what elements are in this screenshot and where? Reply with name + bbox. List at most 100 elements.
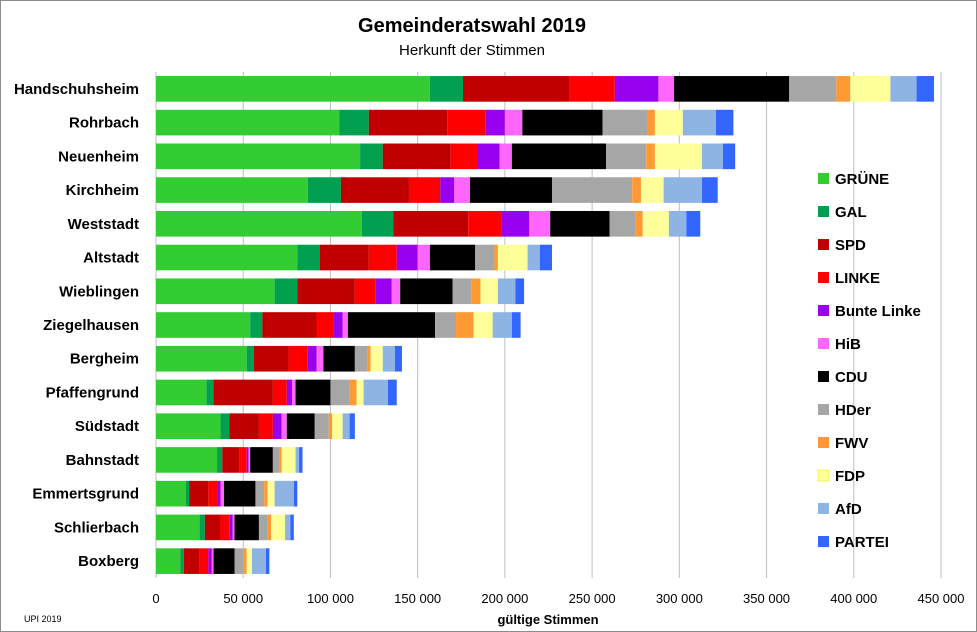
legend-swatch (818, 503, 829, 514)
legend-label: HiB (835, 336, 861, 353)
legend-label: CDU (835, 369, 868, 386)
bar-segment (363, 379, 389, 406)
bar-segment (349, 413, 355, 440)
bar-segment (485, 109, 505, 136)
bar-segment (307, 345, 317, 372)
bar-segment (382, 345, 395, 372)
bar-segment (189, 480, 209, 507)
bar-segment (640, 177, 664, 203)
legend-label: GAL (835, 204, 867, 221)
bar-segment (239, 447, 247, 473)
bar-segment (279, 447, 282, 473)
bar-segment (499, 143, 512, 170)
bar-segment (330, 379, 350, 406)
bar-segment (715, 109, 734, 136)
bar-segment (354, 345, 368, 372)
bar-segment (156, 278, 275, 305)
bar-segment (606, 143, 647, 170)
bar-segment (356, 379, 364, 406)
bar-segment (206, 379, 214, 406)
x-tick-label: 350 000 (743, 591, 790, 606)
bar-segment (222, 447, 240, 473)
bar-segment (609, 210, 636, 237)
bar-segment (281, 447, 296, 473)
bar-segment (156, 548, 181, 574)
bar-segment (468, 210, 502, 237)
bar-segment (539, 244, 552, 271)
bar-segment (450, 143, 477, 170)
bar-segment (702, 177, 718, 203)
bar-segment (890, 76, 917, 102)
category-label: Handschuhsheim (14, 81, 139, 98)
bar-segment (156, 413, 221, 440)
legend-label: HDer (835, 402, 871, 419)
bar-segment (156, 177, 308, 203)
bar-segment (290, 514, 294, 541)
bar-segment (463, 76, 570, 102)
bar-segment (250, 312, 263, 338)
legend-swatch (818, 536, 829, 547)
category-label: Bergheim (70, 351, 139, 368)
bar-segment (213, 548, 235, 574)
legend-swatch (818, 371, 829, 382)
bars (156, 76, 935, 574)
legend-label: FWV (835, 435, 868, 452)
bar-segment (246, 345, 254, 372)
bar-segment (647, 109, 655, 136)
bar-segment (511, 312, 521, 338)
bar-segment (213, 379, 273, 406)
bar-segment (156, 244, 298, 271)
bar-segment (267, 514, 272, 541)
category-label: Rohrbach (69, 115, 139, 132)
bar-segment (232, 514, 235, 541)
bar-segment (476, 143, 500, 170)
bar-segment (156, 210, 362, 237)
bar-segment (316, 345, 324, 372)
bar-segment (492, 312, 512, 338)
legend: GRÜNE GAL SPD LINKE Bunte Linke HiB CDU HDer FWV… (817, 171, 921, 551)
x-tick-label: 450 000 (918, 591, 965, 606)
category-label: Weststadt (68, 216, 139, 233)
legend-swatch (818, 404, 829, 415)
bar-segment (217, 480, 221, 507)
legend-swatch (817, 469, 830, 482)
bar-segment (246, 548, 252, 574)
bar-segment (388, 379, 397, 406)
bar-segment (274, 278, 298, 305)
bar-segment (408, 177, 441, 203)
bar-segment (340, 177, 409, 203)
x-tick-label: 250 000 (569, 591, 616, 606)
bar-segment (368, 109, 448, 136)
bar-segment (663, 177, 703, 203)
bar-segment (368, 244, 397, 271)
x-tick-label: 150 000 (394, 591, 441, 606)
bar-segment (250, 447, 273, 473)
bar-segment (635, 210, 643, 237)
bar-segment (288, 345, 308, 372)
bar-segment (447, 109, 486, 136)
bar-segment (234, 514, 259, 541)
bar-segment (361, 210, 394, 237)
legend-swatch (818, 338, 829, 349)
category-label: Emmertsgrund (32, 486, 139, 503)
bar-segment (454, 177, 470, 203)
bar-segment (224, 480, 256, 507)
bar-segment (255, 480, 265, 507)
bar-segment (156, 312, 251, 338)
chart-subtitle: Herkunft der Stimmen (399, 42, 545, 59)
bar-segment (246, 447, 249, 473)
bar-segment (156, 143, 361, 170)
bar-segment (417, 244, 430, 271)
bar-segment (394, 345, 402, 372)
legend-label: Bunte Linke (835, 303, 921, 320)
bar-segment (293, 480, 298, 507)
bar-segment (258, 413, 273, 440)
bar-segment (480, 278, 498, 305)
category-label: Altstadt (83, 250, 139, 267)
legend-swatch (818, 305, 829, 316)
bar-segment (367, 345, 371, 372)
legend-label: AfD (835, 501, 862, 518)
bar-segment (211, 548, 214, 574)
bar-segment (229, 413, 259, 440)
